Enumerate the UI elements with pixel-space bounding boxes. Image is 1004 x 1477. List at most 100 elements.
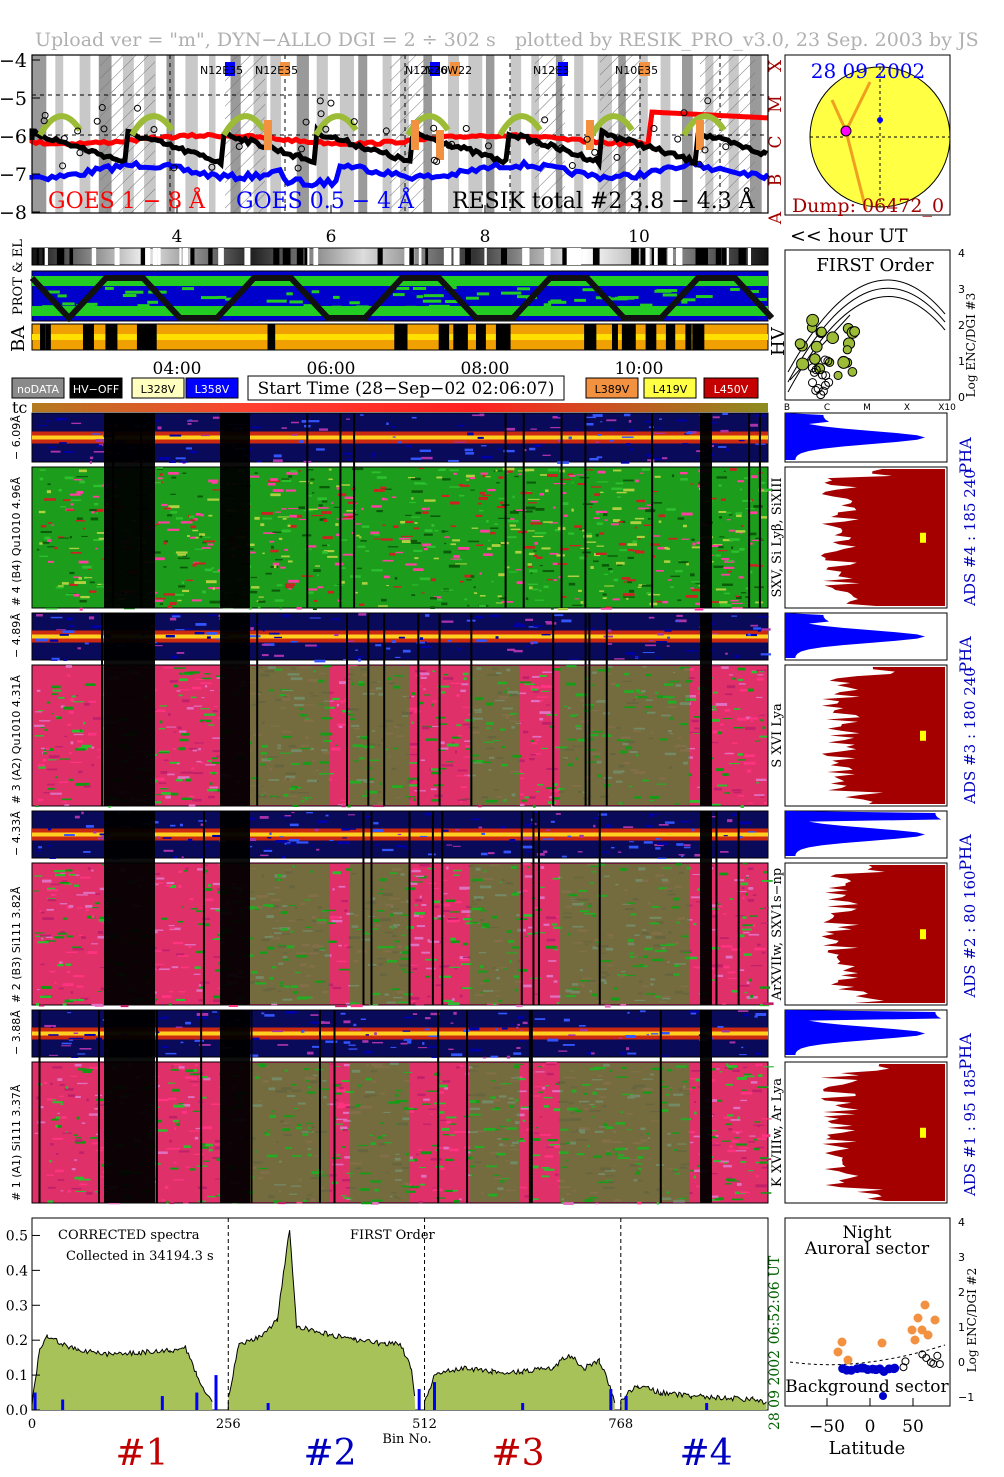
fo-xtick: X10	[938, 403, 956, 413]
legend-item: L389V	[585, 377, 639, 399]
svg-text:L419V: L419V	[653, 383, 688, 396]
spectrum-time: 06:52:06 UT	[767, 1255, 783, 1344]
spectrum-line-2	[227, 1230, 416, 1398]
goes-class-label: C	[766, 135, 786, 148]
hour-ut-label: << hour UT	[790, 225, 908, 247]
ads-label: ADS #3 : 180 240	[961, 667, 979, 805]
pha-label: PHA	[956, 834, 975, 871]
line-ids: SXV, Si Lyβ, SiXIII	[770, 478, 785, 598]
ads-label: ADS #4 : 185 240	[961, 469, 979, 607]
pha-histogram	[785, 413, 925, 460]
spectrum-ytick: 0.2	[6, 1333, 28, 1349]
goes-xtick: 4	[172, 227, 183, 247]
spectrum-note1: CORRECTED spectra	[58, 1228, 200, 1243]
start-time: Start Time (28−Sep−02 02:06:07)	[258, 379, 555, 399]
resik-total-label: RESIK total #2 3.8 − 4.3 Å	[452, 186, 756, 214]
legend-item: L419V	[643, 377, 697, 399]
svg-text:L358V: L358V	[195, 383, 230, 396]
legend-item: L328V	[131, 377, 185, 399]
fo-xtick: M	[863, 403, 871, 413]
latitude-ytick: 2	[958, 1286, 965, 1299]
spectrum-line-3	[424, 1354, 616, 1403]
latitude-title1: Night	[843, 1223, 892, 1243]
latitude-xtick: −50	[809, 1417, 845, 1437]
goes-ytick: −8	[0, 202, 27, 224]
first-order-title: FIRST Order	[816, 255, 934, 276]
pha-histogram	[785, 1010, 942, 1055]
pha-label: PHA	[956, 1033, 975, 1070]
status-time-tick: 04:00	[153, 359, 202, 379]
spectrum-xlabel: Bin No.	[382, 1432, 431, 1447]
latitude-ytick: 1	[958, 1321, 965, 1334]
goes-class-label: M	[766, 95, 786, 112]
status-time-tick: 06:00	[307, 359, 356, 379]
pha-label: PHA	[956, 636, 975, 673]
spectrum-xtick: 0	[28, 1417, 36, 1432]
resik-curve	[29, 123, 769, 171]
goes-short-label: GOES 0.5 − 4 Å	[236, 186, 415, 214]
latitude-ylabel: Log ENC/DGI #2	[965, 1268, 979, 1373]
pha-wavelength: − 3.88Å	[10, 1010, 23, 1055]
channel-label: # 2 (B3) Si111 3.82Å	[10, 886, 23, 1003]
header-left: Upload ver = "m", DYN−ALLO DGI = 2 ÷ 302…	[35, 29, 496, 51]
goes-y-axis: −4 −5 −6 −7 −8	[0, 50, 40, 224]
spectrum-ytick: 0.5	[6, 1228, 28, 1244]
ads-label: ADS #2 : 80 160	[961, 870, 979, 998]
goes-xtick: 10	[628, 227, 650, 247]
latitude-ytick: 0	[958, 1356, 965, 1369]
fo-ytick: 1	[958, 355, 965, 368]
legend-item: L450V	[703, 377, 759, 399]
pha-wavelength: − 6.09Å	[10, 415, 23, 460]
line-ids: K XVIIIw, Ar Lya	[770, 1078, 785, 1187]
fo-ytick: 3	[958, 283, 965, 296]
status-time-axis: 04:00 06:00 08:00 10:00	[153, 359, 664, 379]
pha-histogram	[785, 811, 942, 856]
goes-x-axis: 4 6 8 10	[172, 205, 650, 247]
tc-label: tc	[12, 398, 27, 417]
ar-label: N12E35	[255, 64, 298, 77]
spectrum-xtick: 512	[412, 1417, 437, 1432]
ar-label: N12E3	[533, 64, 569, 77]
fo-xtick: X	[904, 403, 910, 413]
hv-label: HV	[768, 326, 789, 356]
goes-class-label: A	[766, 211, 786, 225]
latitude-ytick: −1	[958, 1391, 974, 1404]
legend-item: noDATA	[11, 377, 65, 399]
goes-short-curve	[29, 158, 770, 190]
hv-legend: noDATA HV−OFF L328V L358V L389V L419V L450V	[11, 377, 759, 399]
latitude-bottom: Background sector	[785, 1377, 949, 1397]
header-right: plotted by RESIK_PRO_v3.0, 23 Sep. 2003 …	[515, 29, 979, 51]
ar-label: N26W22	[425, 64, 472, 77]
goes-ytick: −6	[0, 126, 27, 148]
latitude-xlabel: Latitude	[829, 1438, 906, 1459]
spectrum-ytick: 0.1	[6, 1368, 28, 1384]
channel-number-label: #3	[491, 1433, 544, 1474]
ar-label: N12E30	[405, 64, 448, 77]
status-time-tick: 08:00	[461, 359, 510, 379]
tc-bar	[32, 403, 768, 412]
goes-long-label: GOES 1 − 8 Å	[48, 186, 206, 214]
goes-ytick: −4	[0, 50, 27, 72]
spectrum-ytick: 0.0	[6, 1403, 28, 1419]
fo-ytick: 0	[958, 391, 965, 404]
svg-text:L389V: L389V	[595, 383, 630, 396]
legend-item: L358V	[185, 377, 239, 399]
first-order-panel: FIRST Order Log ENC/DGI #3 4 3 2 1 0 B C M X X10	[784, 247, 978, 413]
pha-wavelength: − 4.33Å	[10, 811, 23, 856]
ads-histogram	[821, 667, 945, 804]
sun-date: 28 09 2002	[811, 59, 926, 83]
spectrum-date: 28 09 2002	[767, 1350, 783, 1430]
pha-wavelength: − 4.89Å	[10, 613, 23, 658]
latitude-xtick: 0	[865, 1417, 876, 1437]
latitude-ytick: 4	[958, 1216, 965, 1229]
goes-ytick: −5	[0, 88, 27, 110]
spectrum-fill-2	[228, 1230, 416, 1410]
ads-histogram	[820, 469, 945, 606]
goes-xtick: 6	[326, 227, 337, 247]
channel-number-label: #4	[679, 1433, 732, 1474]
